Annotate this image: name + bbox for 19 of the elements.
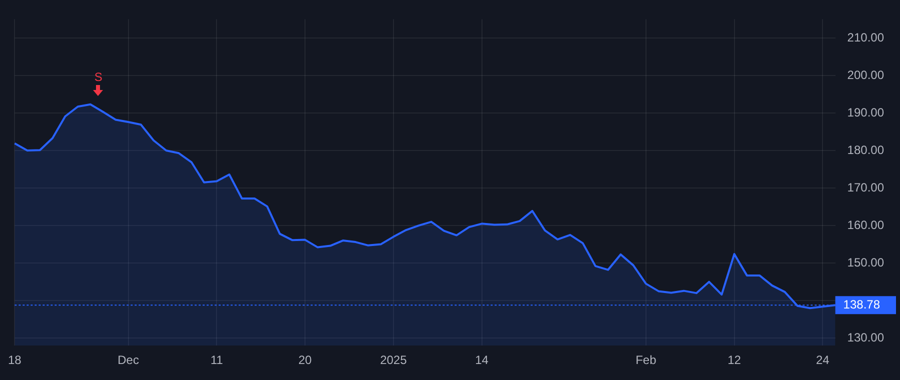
x-tick-label: 12 <box>728 353 742 368</box>
y-tick-label: 160.00 <box>847 218 884 232</box>
y-tick-label: 200.00 <box>847 68 884 82</box>
y-tick-label: 190.00 <box>847 105 884 120</box>
x-tick-label: 11 <box>210 353 224 368</box>
x-tick-label: 18 <box>8 353 22 368</box>
y-tick-label: 180.00 <box>847 142 884 157</box>
ref-line-label: 138.78 <box>843 297 880 312</box>
y-tick-label: 170.00 <box>847 180 884 194</box>
x-tick-label: Feb <box>636 353 657 368</box>
x-tick-label: 20 <box>298 353 312 368</box>
x-tick-label: 14 <box>475 353 489 368</box>
x-tick-label: Dec <box>118 353 139 368</box>
y-tick-label: 130.00 <box>847 330 884 344</box>
y-tick-label: 210.00 <box>847 30 884 44</box>
y-tick-label: 150.00 <box>847 255 884 270</box>
annotation: S <box>94 70 102 84</box>
x-tick-label: 24 <box>816 353 830 368</box>
x-tick-label: 2025 <box>380 353 408 368</box>
